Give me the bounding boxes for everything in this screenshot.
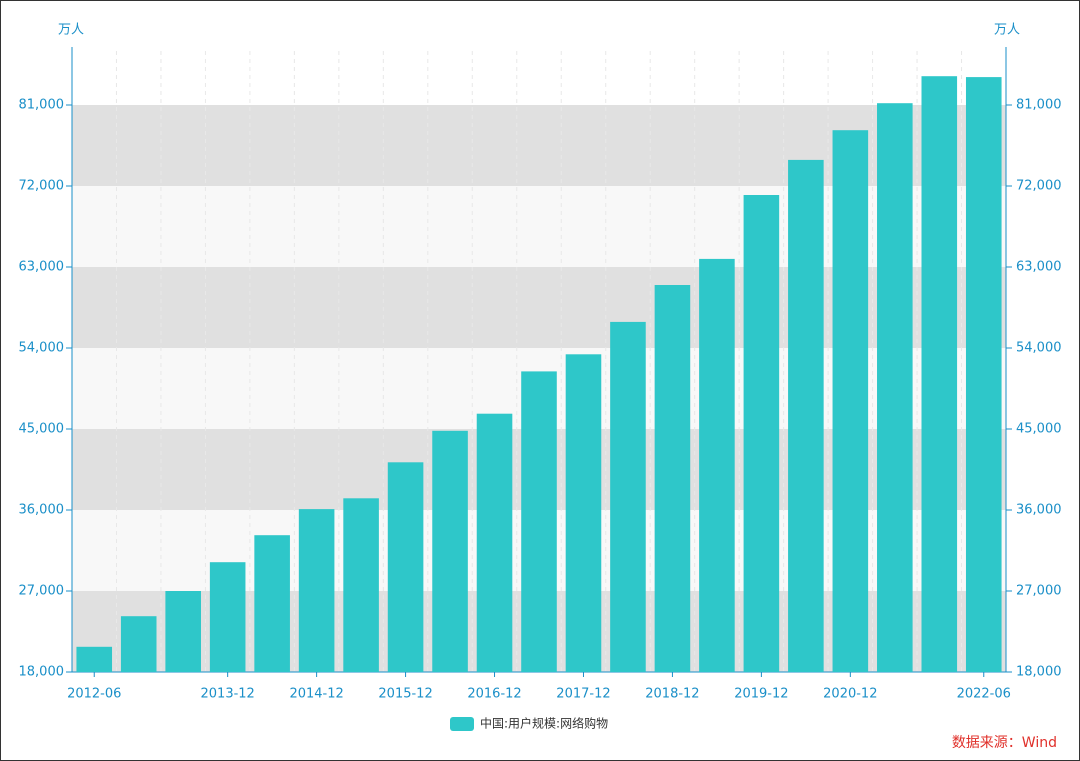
x-tick-label: 2017-12 xyxy=(556,687,610,702)
legend-swatch xyxy=(450,717,474,731)
bar xyxy=(476,413,513,672)
y-tick-label: 81,000 xyxy=(19,98,65,113)
bar xyxy=(788,159,824,672)
bar xyxy=(120,616,157,672)
bar xyxy=(298,509,335,672)
bar xyxy=(432,430,468,672)
bar xyxy=(743,195,780,672)
x-tick-label: 2018-12 xyxy=(645,687,699,702)
y2-tick-label: 27,000 xyxy=(1016,584,1062,599)
y-tick-label: 54,000 xyxy=(19,341,65,356)
x-tick-label: 2016-12 xyxy=(467,687,521,702)
x-tick-label: 2013-12 xyxy=(201,687,255,702)
source: 数据来源：Wind xyxy=(952,735,1057,751)
bar xyxy=(165,591,201,672)
y-unit: 万人 xyxy=(58,23,84,38)
y2-unit: 万人 xyxy=(994,23,1020,38)
y2-tick-label: 72,000 xyxy=(1016,179,1062,194)
y-tick-label: 18,000 xyxy=(19,665,65,680)
bar xyxy=(877,103,913,672)
bar xyxy=(654,285,691,672)
y-tick-label: 36,000 xyxy=(19,503,65,518)
y2-tick-label: 45,000 xyxy=(1016,422,1062,437)
bar xyxy=(699,258,735,672)
bar xyxy=(610,321,646,672)
bar xyxy=(921,76,958,672)
bar xyxy=(209,562,246,672)
bar xyxy=(521,371,557,672)
x-tick-label: 2019-12 xyxy=(734,687,788,702)
y-tick-label: 27,000 xyxy=(19,584,65,599)
y2-tick-label: 63,000 xyxy=(1016,260,1062,275)
y2-tick-label: 54,000 xyxy=(1016,341,1062,356)
bar xyxy=(832,130,869,672)
bar xyxy=(343,498,379,672)
bar xyxy=(76,646,113,672)
x-tick-label: 2015-12 xyxy=(378,687,432,702)
y2-tick-label: 81,000 xyxy=(1016,98,1062,113)
x-tick-label: 2020-12 xyxy=(823,687,877,702)
y-tick-label: 72,000 xyxy=(19,179,65,194)
bar xyxy=(565,354,602,672)
x-tick-label: 2012-06 xyxy=(67,687,121,702)
y2-tick-label: 18,000 xyxy=(1016,665,1062,680)
y2-tick-label: 36,000 xyxy=(1016,503,1062,518)
x-tick-label: 2014-12 xyxy=(289,687,343,702)
bar xyxy=(254,535,290,672)
x-tick-label: 2022-06 xyxy=(957,687,1011,702)
legend-label: 中国:用户规模:网络购物 xyxy=(480,716,608,731)
bar xyxy=(965,77,1002,673)
y-tick-label: 45,000 xyxy=(19,422,65,437)
bar xyxy=(387,462,424,672)
y-tick-label: 63,000 xyxy=(19,260,65,275)
